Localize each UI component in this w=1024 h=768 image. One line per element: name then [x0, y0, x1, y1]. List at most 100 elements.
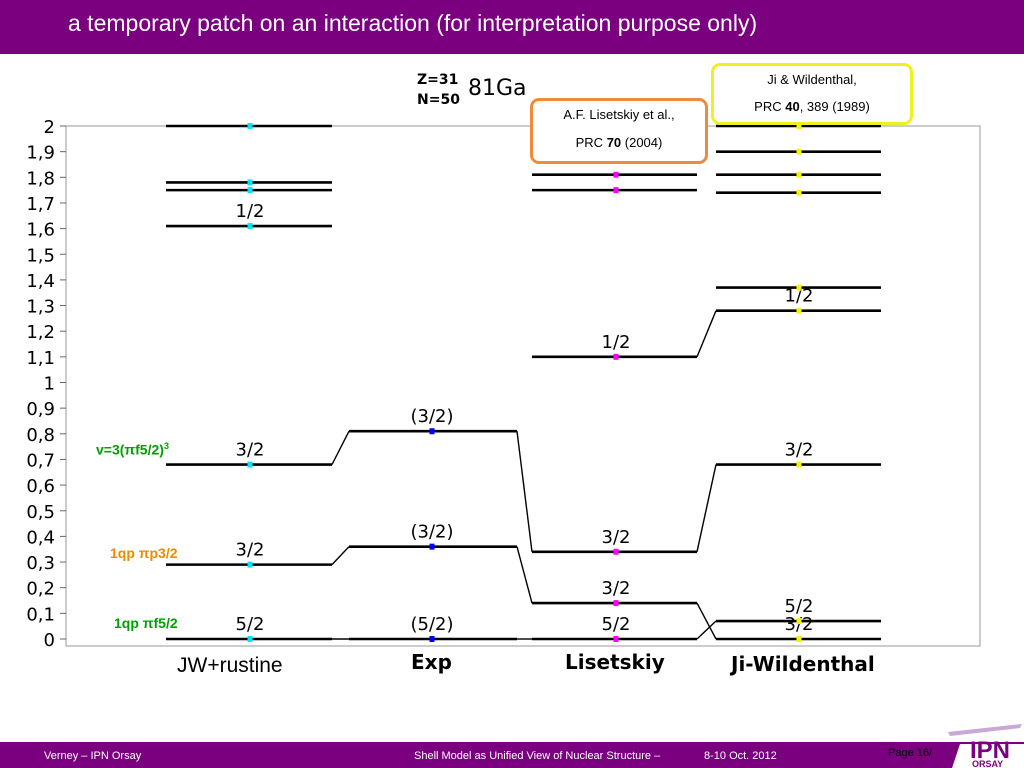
y-tick-label: 0,1 [26, 604, 55, 625]
y-tick-label: 0,2 [26, 579, 55, 600]
level-connector [696, 464, 717, 552]
spin-label: 5/2 [602, 614, 631, 635]
y-tick-label: 1 [44, 374, 55, 395]
level-connector [696, 602, 717, 640]
level-marker [796, 189, 802, 196]
level-marker [429, 636, 435, 642]
y-tick-label: 1,2 [26, 322, 55, 343]
footer-dates: 8-10 Oct. 2012 [704, 750, 777, 762]
spin-label: 3/2 [236, 440, 265, 461]
level-marker [796, 618, 802, 625]
footer-author: Verney – IPN Orsay [44, 750, 142, 762]
level-marker [613, 187, 619, 194]
y-tick-label: 1,9 [26, 143, 55, 164]
reference-lisetskiy-journal: PRC 70 (2004) [575, 135, 663, 150]
y-tick-label: 1,5 [26, 245, 55, 266]
level-connector [516, 431, 533, 552]
level-marker [613, 636, 619, 642]
level-column-jw-rustine: 5/2 3/2 3/2 1/2 [166, 123, 332, 642]
footer-bar: Verney – IPN Orsay Shell Model as Unifie… [0, 742, 1024, 768]
level-connector [696, 620, 717, 640]
level-connector [696, 310, 717, 358]
level-marker [796, 171, 802, 178]
column-lisetskiy: Lisetskiy [565, 650, 665, 674]
slide-title: a temporary patch on an interaction (for… [68, 10, 758, 36]
y-tick-label: 1,4 [26, 271, 55, 292]
level-marker [247, 636, 253, 642]
page-number: Page 16/ [888, 747, 933, 759]
level-marker [247, 123, 253, 129]
level-marker [796, 307, 802, 314]
y-tick-label: 1,7 [26, 194, 55, 215]
spin-label: 3/2 [236, 540, 265, 561]
level-column-ji-wildenthal: 3/25/23/21/2 [716, 123, 881, 642]
y-tick-label: 2 [44, 117, 55, 138]
level-marker [247, 461, 253, 468]
logo-letters: IPN [970, 737, 1010, 764]
neutron-number: N=50 [417, 92, 460, 108]
spin-label: (3/2) [410, 522, 453, 543]
level-marker [247, 561, 253, 568]
reference-lisetskiy-authors: A.F. Lisetskiy et al., [563, 107, 675, 122]
level-marker [247, 187, 253, 194]
level-marker [796, 636, 802, 642]
level-column-lisetskiy: 5/2 3/2 3/2 1/2 [532, 171, 697, 642]
y-tick-label: 0 [44, 630, 55, 651]
column-exp: Exp [411, 650, 452, 674]
y-tick-label: 1,6 [26, 220, 55, 241]
level-marker [613, 600, 619, 607]
reference-ji-authors: Ji & Wildenthal, [767, 72, 857, 87]
y-tick-label: 0,7 [26, 450, 55, 471]
column-ji-wildenthal: Ji-Wildenthal [731, 652, 875, 676]
level-marker [247, 179, 253, 186]
reference-lisetskiy: A.F. Lisetskiy et al., PRC 70 (2004) [530, 98, 708, 164]
spin-label: 3/2 [602, 527, 631, 548]
logo-sub: ORSAY [972, 759, 1003, 768]
y-tick-label: 1,3 [26, 297, 55, 318]
label-1qp-p32: 1qp πp3/2 [110, 545, 178, 561]
spin-label: 1/2 [785, 286, 814, 307]
footer-talk: Shell Model as Unified View of Nuclear S… [414, 750, 661, 762]
level-connector [331, 430, 350, 465]
level-marker [796, 148, 802, 155]
level-marker [613, 171, 619, 178]
spin-label: (5/2) [410, 614, 453, 635]
title-bar: a temporary patch on an interaction (for… [0, 0, 1024, 54]
level-marker [247, 223, 253, 230]
spin-label: 1/2 [236, 201, 265, 222]
level-column-exp: (5/2) (3/2) (3/2) [349, 406, 517, 642]
label-1qp-f52: 1qp πf5/2 [114, 615, 178, 631]
level-connector [331, 546, 350, 566]
level-marker [796, 461, 802, 468]
plot-frame [65, 125, 981, 647]
reference-ji-journal: PRC 40, 389 (1989) [754, 99, 870, 114]
spin-label: 3/2 [602, 578, 631, 599]
column-jw-rustine: JW+rustine [177, 654, 283, 677]
label-v3-configuration: v=3(πf5/2)3 [96, 441, 169, 458]
level-marker [613, 548, 619, 555]
y-tick-label: 0,5 [26, 502, 55, 523]
spin-label: 3/2 [785, 440, 814, 461]
y-tick-label: 0,8 [26, 425, 55, 446]
y-tick-label: 1,8 [26, 168, 55, 189]
level-marker [796, 123, 802, 129]
spin-label: 5/2 [236, 614, 265, 635]
reference-ji-wildenthal: Ji & Wildenthal, PRC 40, 389 (1989) [711, 63, 913, 125]
spin-label: 1/2 [602, 332, 631, 353]
level-connector [516, 546, 533, 604]
spin-label: (3/2) [410, 406, 453, 427]
y-tick-label: 0,9 [26, 399, 55, 420]
level-marker [613, 353, 619, 360]
level-marker [796, 284, 802, 291]
y-tick-label: 0,3 [26, 553, 55, 574]
spin-label: 5/2 [785, 596, 814, 617]
spin-label: 3/2 [785, 614, 814, 635]
y-tick-label: 1,1 [26, 348, 55, 369]
level-marker [429, 543, 435, 550]
nucleus-name: 81Ga [468, 76, 527, 101]
proton-number: Z=31 [417, 72, 459, 88]
level-marker [429, 428, 435, 435]
y-tick-label: 0,6 [26, 476, 55, 497]
ipn-orsay-logo: IPN ORSAY [948, 724, 1024, 768]
y-tick-label: 0,4 [26, 527, 55, 548]
